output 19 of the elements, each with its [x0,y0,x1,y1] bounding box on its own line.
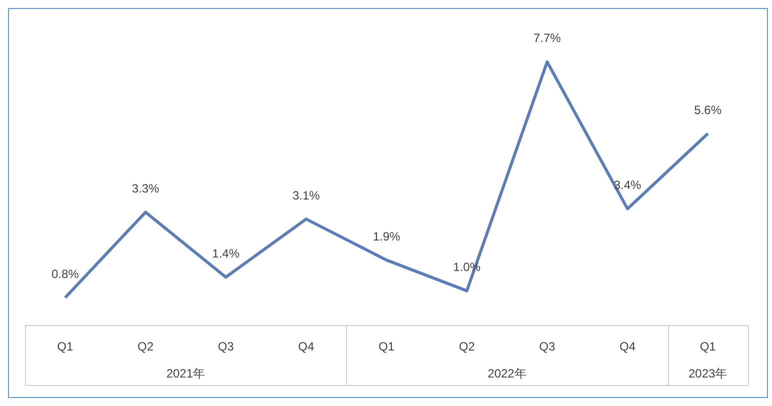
x-tick-label: Q2 [137,339,154,354]
data-label: 0.8% [51,266,80,281]
text: 2022年 [488,366,526,380]
x-tick-label: Q4 [298,339,314,354]
x-tick-label: Q3 [218,339,234,354]
text: 2021年 [166,366,206,380]
text: 2023年 [688,366,728,380]
data-label: 3.1% [292,188,320,202]
data-label: 3.3% [132,182,160,196]
x-tick-label: Q2 [458,339,476,354]
data-label: 7.7% [533,31,562,46]
data-label: 1.4% [212,246,240,260]
x-tick-label: Q1 [57,339,74,354]
x-tick-label: Q1 [700,339,716,354]
x-tick-label: Q1 [378,339,395,354]
data-label: 5.6% [694,102,722,117]
x-tick-label: Q4 [619,339,636,354]
data-label: 1.9% [372,229,400,244]
x-tick-label: Q3 [539,339,556,354]
